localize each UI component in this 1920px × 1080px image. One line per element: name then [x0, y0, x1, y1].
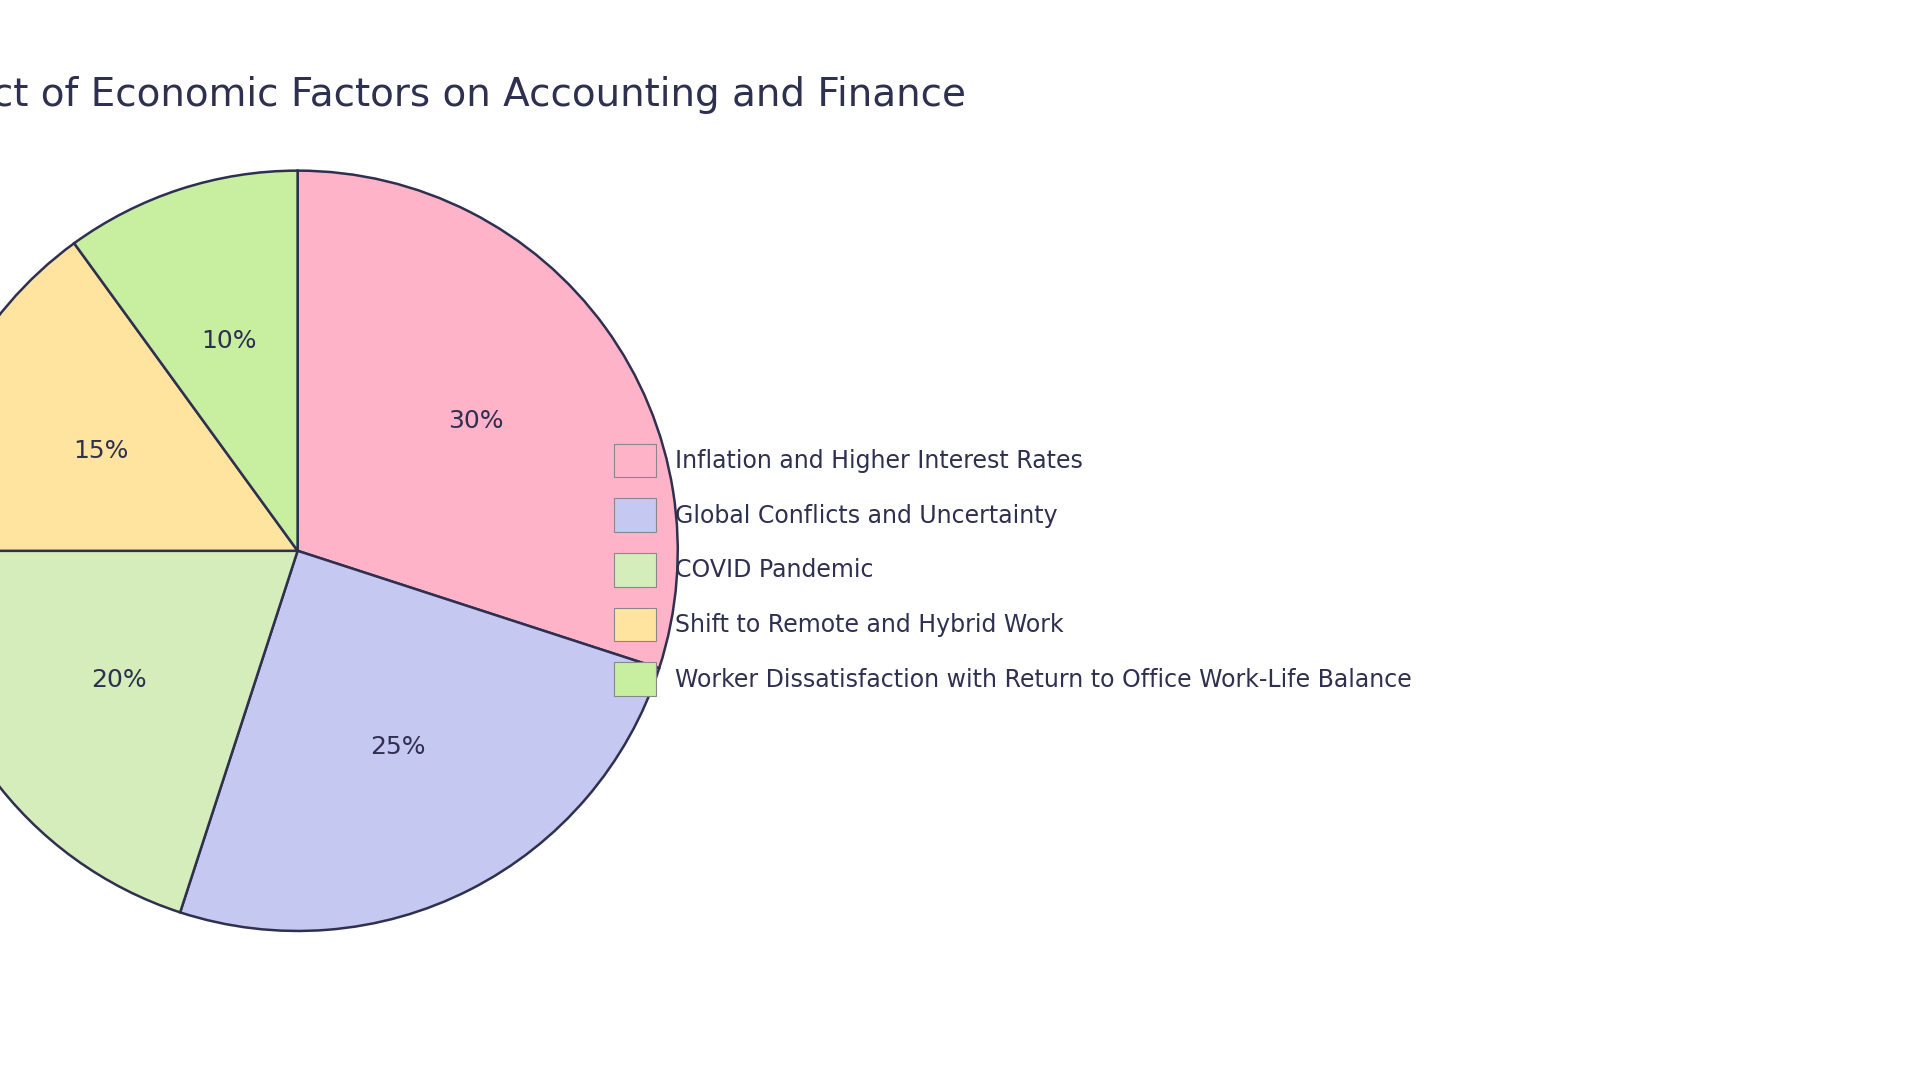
Wedge shape — [75, 171, 298, 551]
Text: 20%: 20% — [92, 669, 148, 692]
Text: 30%: 30% — [447, 409, 503, 433]
Text: 25%: 25% — [371, 735, 426, 759]
Wedge shape — [0, 243, 298, 551]
Wedge shape — [180, 551, 659, 931]
Text: 10%: 10% — [202, 329, 257, 353]
Legend: Inflation and Higher Interest Rates, Global Conflicts and Uncertainty, COVID Pan: Inflation and Higher Interest Rates, Glo… — [614, 444, 1411, 696]
Text: Impact of Economic Factors on Accounting and Finance: Impact of Economic Factors on Accounting… — [0, 76, 966, 113]
Wedge shape — [298, 171, 678, 669]
Text: 15%: 15% — [73, 438, 129, 462]
Wedge shape — [0, 551, 298, 913]
